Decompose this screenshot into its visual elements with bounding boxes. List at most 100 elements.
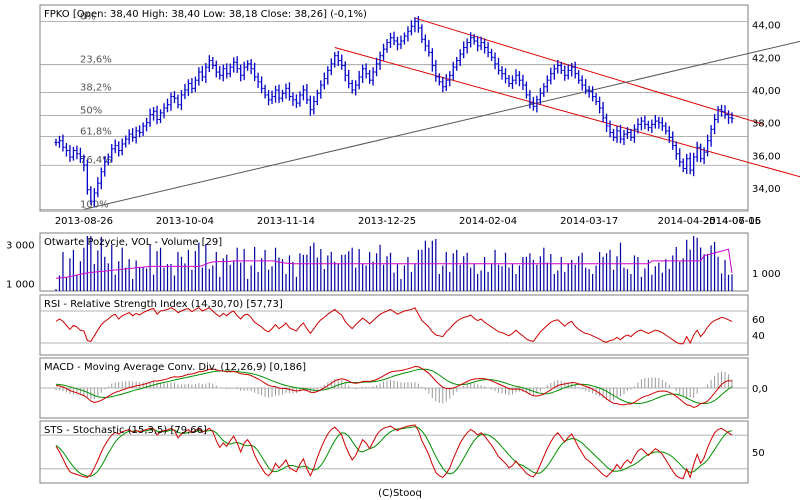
ohlc-bar [106,153,110,166]
price-y-tick-1: 42,00 [752,53,781,64]
ohlc-bar [552,64,556,80]
fib-label-0: 0% [80,11,96,22]
volume-panel: Otwarte Pozycje, VOL - Volume [29] 3 000… [6,232,781,292]
ohlc-bar [723,105,727,119]
ohlc-bar [256,72,260,88]
fib-label-4: 61,8% [80,127,112,138]
ohlc-bar [622,129,626,146]
x-tick-label-8: 2014-07-16 [703,216,761,227]
ohlc-bar [570,62,574,77]
volume-y-axis: 3 000 1 000 1 000 [6,241,781,291]
ohlc-bar [326,66,330,85]
ohlc-bar [144,117,149,132]
ohlc-bar [193,76,197,92]
rsi-panel-frame [39,294,749,356]
trend-channel-lines [83,17,800,210]
ohlc-bar [277,84,281,104]
ohlc-bar [368,70,372,84]
stochastic-reference-lines [40,434,748,470]
fib-label-3: 50% [80,105,102,116]
ohlc-bar [333,52,337,68]
ohlc-bar [559,61,563,74]
ohlc-bar [685,153,689,174]
ohlc-bar [535,95,539,113]
ohlc-bar [103,156,107,177]
ohlc-bar [343,61,347,82]
ohlc-bar [378,51,382,70]
ohlc-bar [284,83,288,99]
ohlc-bar [319,80,323,99]
stochastic-y-tick-0: 50 [752,448,765,459]
ohlc-bar [430,48,434,72]
ohlc-bar [615,126,619,143]
ohlc-bar [214,60,218,78]
ohlc-bar [692,152,696,177]
x-tick-label-3: 2013-12-25 [358,216,416,227]
ohlc-bar [716,106,720,124]
ohlc-bar [395,36,400,51]
fib-label-2: 38,2% [80,82,112,93]
ohlc-bar [120,138,124,156]
ohlc-bar [186,79,191,97]
ohlc-bar [54,138,58,146]
ohlc-bar [573,61,577,79]
ohlc-bar [604,113,609,133]
macd-y-axis: 0,0 [752,384,768,395]
ohlc-bar [71,146,76,161]
ohlc-bar [350,79,354,94]
ohlc-bar [646,120,650,132]
volume-bars [55,236,733,291]
ohlc-bar [441,77,445,93]
ohlc-bar [82,154,86,172]
x-tick-label-5: 2014-03-17 [560,216,618,227]
ohlc-bar [347,69,351,89]
ohlc-bar [521,74,525,90]
ohlc-bar [465,38,469,54]
ohlc-bar [643,115,647,130]
ohlc-bar [235,56,239,73]
ohlc-bar [608,120,612,138]
rsi-y-tick-1: 40 [752,331,765,342]
ohlc-bar [298,91,302,107]
ohlc-bar [165,98,170,113]
ohlc-bar [287,82,292,101]
x-tick-label-0: 2013-08-26 [55,216,113,227]
ohlc-bar [618,124,623,144]
ohlc-bar [434,60,438,82]
ohlc-bar [374,57,379,77]
ohlc-bar [639,116,644,131]
ohlc-bar [528,90,532,109]
ohlc-bar [489,48,494,61]
ohlc-bar [664,122,668,135]
ohlc-bar [155,105,159,125]
open-interest-line [55,248,733,279]
ohlc-bar [444,74,448,91]
ohlc-bar [726,110,731,124]
ohlc-bar [611,128,616,142]
ohlc-bar [99,167,103,190]
ohlc-bar [632,124,637,143]
ohlc-bar [451,61,455,81]
ohlc-bar [78,147,82,163]
rsi-panel-title: RSI - Relative Strength Index (14,30,70)… [44,299,283,310]
ohlc-bar [294,94,299,108]
ohlc-bar [507,74,511,88]
ohlc-bar [448,71,452,87]
ohlc-bar [225,63,229,79]
rsi-reference-lines [40,310,748,344]
ohlc-bar [472,34,476,45]
ohlc-bar [253,62,257,82]
macd-polyline [55,365,733,409]
macd-y-tick-0: 0,0 [752,384,768,395]
ohlc-bar [702,147,706,165]
volume-panel-title: Otwarte Pozycje, VOL - Volume [29] [44,237,222,248]
ohlc-bar [385,39,389,53]
ohlc-bar [542,83,546,97]
ohlc-bar [85,159,89,195]
ohlc-bar [270,90,274,105]
ohlc-bar [657,116,661,129]
ohlc-bar [232,57,236,73]
ohlc-bar [308,95,312,116]
ohlc-bar [712,114,717,135]
